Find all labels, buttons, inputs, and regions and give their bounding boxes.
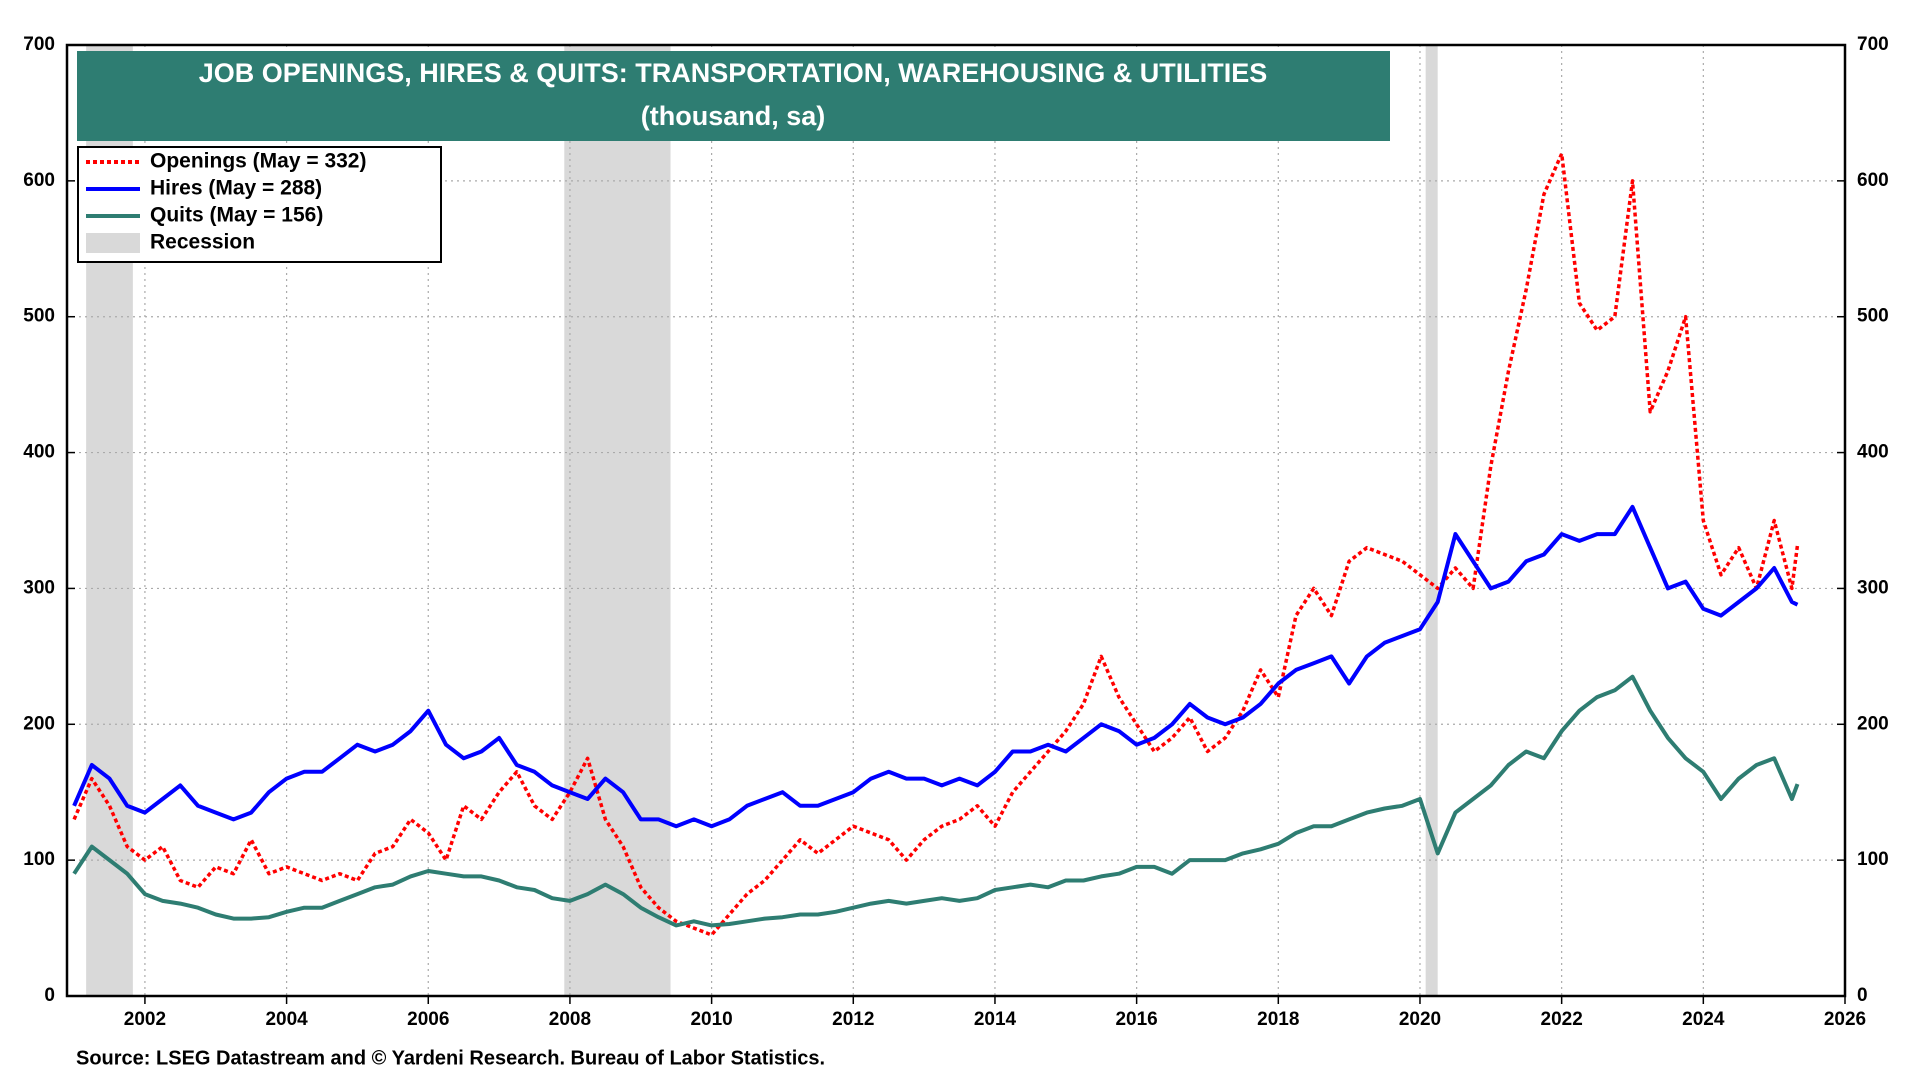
legend-label: Hires (May = 288) — [150, 177, 322, 200]
legend-label: Recession — [150, 231, 255, 254]
y-tick-label: 300 — [23, 577, 55, 598]
y-tick-label: 200 — [23, 713, 55, 734]
y2-tick-label: 300 — [1857, 577, 1889, 598]
y2-tick-label: 500 — [1857, 306, 1889, 327]
y2-tick-label: 200 — [1857, 713, 1889, 734]
plot-frame — [65, 43, 1847, 998]
y2-tick-label: 700 — [1857, 34, 1889, 55]
series-line — [72, 151, 1800, 937]
y-tick-label: 100 — [23, 849, 55, 870]
x-tick-label: 2008 — [549, 1009, 591, 1030]
x-tick-label: 2004 — [265, 1009, 308, 1030]
legend-swatch — [86, 233, 140, 253]
y2-tick-label: 0 — [1857, 985, 1868, 1006]
series-line — [72, 674, 1800, 928]
x-tick-label: 2014 — [974, 1009, 1017, 1030]
x-tick-label: 2024 — [1682, 1009, 1725, 1030]
y-tick-label: 400 — [23, 442, 55, 463]
y-tick-label: 0 — [44, 985, 55, 1006]
y2-tick-label: 100 — [1857, 849, 1889, 870]
source-note: Source: LSEG Datastream and © Yardeni Re… — [76, 1047, 825, 1069]
series-line — [72, 504, 1799, 829]
chart-title: JOB OPENINGS, HIRES & QUITS: TRANSPORTAT… — [199, 58, 1268, 88]
x-tick-label: 2026 — [1824, 1009, 1866, 1030]
title-box — [77, 51, 1390, 141]
x-tick-label: 2006 — [407, 1009, 449, 1030]
x-tick-label: 2020 — [1399, 1009, 1441, 1030]
x-tick-label: 2010 — [690, 1009, 732, 1030]
x-tick-label: 2016 — [1115, 1009, 1157, 1030]
y2-tick-label: 600 — [1857, 170, 1889, 191]
chart-subtitle: (thousand, sa) — [641, 101, 826, 131]
y-tick-label: 500 — [23, 306, 55, 327]
y-tick-label: 700 — [23, 34, 55, 55]
legend-label: Openings (May = 332) — [150, 150, 366, 173]
y-tick-label: 600 — [23, 170, 55, 191]
x-tick-label: 2012 — [832, 1009, 874, 1030]
legend-label: Quits (May = 156) — [150, 204, 323, 227]
x-tick-label: 2022 — [1541, 1009, 1583, 1030]
recession-band — [564, 45, 671, 996]
y2-tick-label: 400 — [1857, 442, 1889, 463]
recession-band — [1425, 45, 1438, 996]
x-tick-label: 2002 — [124, 1009, 166, 1030]
x-tick-label: 2018 — [1257, 1009, 1299, 1030]
